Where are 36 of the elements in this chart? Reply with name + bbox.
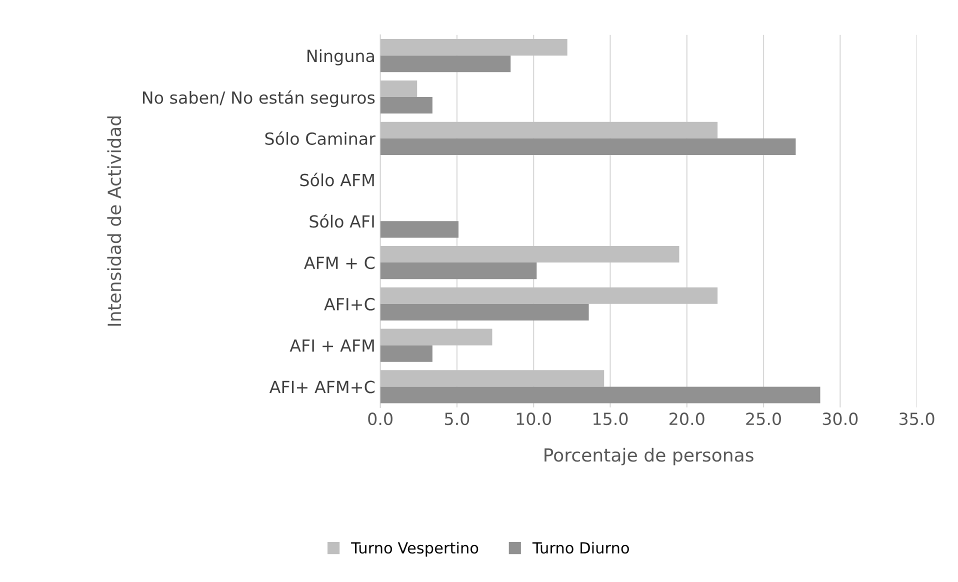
legend-label: Turno Vespertino — [351, 542, 478, 557]
y-tick-label: AFI + AFM — [290, 340, 374, 352]
x-tick-label: 35.0 — [900, 412, 934, 426]
bar — [380, 370, 604, 387]
bar — [380, 221, 458, 238]
y-tick-label: AFM + C — [304, 256, 375, 270]
x-tick-label: 25.0 — [746, 412, 781, 426]
bar — [380, 138, 796, 155]
legend-label: Turno Diurno — [532, 542, 629, 554]
bar — [380, 386, 820, 404]
bar — [380, 56, 511, 72]
bar — [380, 97, 432, 114]
x-tick-label: 20.0 — [670, 412, 704, 426]
x-tick-label: 10.0 — [516, 412, 552, 426]
y-tick-label: No saben/ No están seguros — [142, 90, 375, 108]
bar — [380, 246, 680, 263]
bar — [380, 122, 718, 138]
bar — [380, 39, 568, 56]
y-tick-label: Sólo AFI — [310, 214, 374, 228]
bar — [380, 304, 589, 320]
bar — [380, 80, 418, 97]
x-tick-label: 0.0 — [368, 412, 392, 426]
x-tick-label: 30.0 — [822, 412, 858, 426]
y-tick-label: Sólo AFM — [300, 172, 374, 186]
bar — [380, 328, 492, 346]
y-tick-label: Sólo Caminar — [265, 131, 376, 145]
y-axis-title: Intensidad de Actividad — [107, 116, 122, 326]
bar — [380, 262, 537, 280]
x-axis-title: Porcentaje de personas — [544, 448, 754, 466]
bar — [380, 345, 432, 362]
y-tick-label: AFI+C — [324, 298, 375, 310]
y-tick-label: Ninguna — [308, 49, 374, 66]
x-tick-label: 5.0 — [445, 412, 470, 426]
y-tick-label: AFI+ AFM+C — [269, 380, 375, 394]
bar — [380, 287, 718, 304]
x-tick-label: 15.0 — [594, 412, 628, 426]
